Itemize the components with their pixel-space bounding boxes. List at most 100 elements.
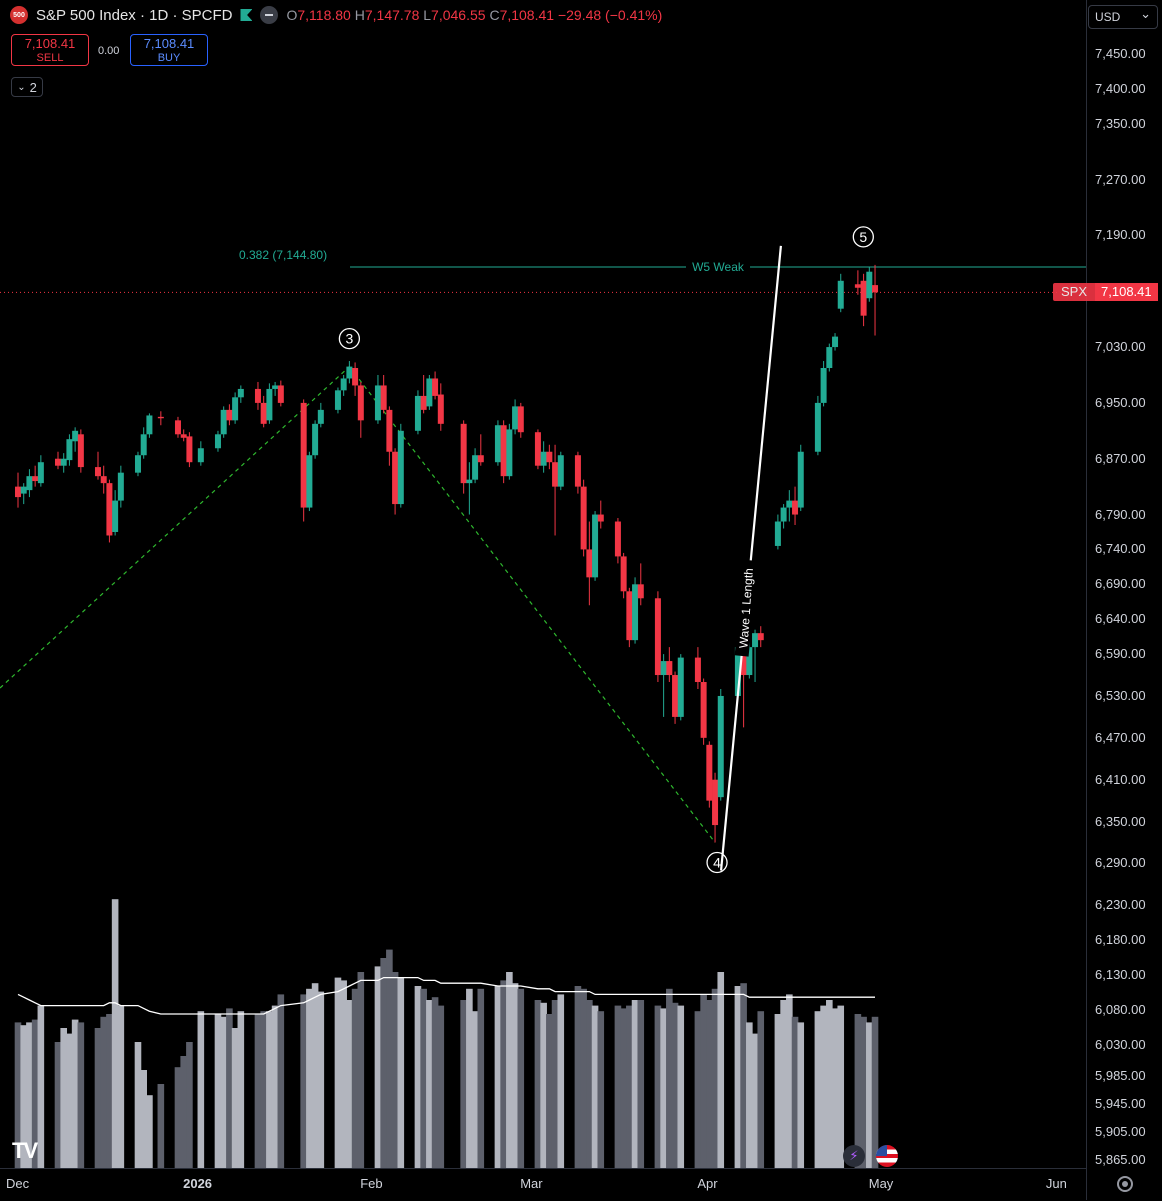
currency-select[interactable]: USD bbox=[1088, 5, 1158, 29]
collapse-indicators-button[interactable]: ⌄ 2 bbox=[11, 77, 43, 97]
candle[interactable] bbox=[357, 381, 364, 438]
candle[interactable] bbox=[414, 390, 421, 435]
candle[interactable] bbox=[77, 429, 84, 473]
candle[interactable] bbox=[694, 647, 701, 689]
candle[interactable] bbox=[15, 472, 21, 508]
candle[interactable] bbox=[592, 511, 599, 581]
candle[interactable] bbox=[580, 479, 587, 557]
candle[interactable] bbox=[266, 383, 273, 424]
candle[interactable] bbox=[180, 429, 187, 442]
candle[interactable] bbox=[786, 490, 793, 522]
candle[interactable] bbox=[472, 448, 479, 484]
candle[interactable] bbox=[426, 374, 433, 410]
candle[interactable] bbox=[237, 385, 244, 403]
candle[interactable] bbox=[632, 577, 639, 644]
candle[interactable] bbox=[317, 402, 324, 428]
candle[interactable] bbox=[614, 518, 621, 564]
symbol-title[interactable]: S&P 500 Index · 1D · SPCFD bbox=[36, 6, 233, 24]
candle[interactable] bbox=[814, 395, 821, 456]
candle[interactable] bbox=[352, 362, 359, 396]
candle[interactable] bbox=[706, 741, 713, 808]
candle[interactable] bbox=[666, 647, 673, 683]
candle[interactable] bbox=[586, 521, 593, 606]
candle[interactable] bbox=[392, 448, 399, 515]
candle[interactable] bbox=[757, 626, 764, 648]
candle[interactable] bbox=[792, 486, 799, 526]
price-scale[interactable] bbox=[1086, 0, 1162, 1200]
candle[interactable] bbox=[460, 420, 467, 494]
candle[interactable] bbox=[157, 411, 164, 426]
us-flag-icon[interactable] bbox=[876, 1145, 898, 1167]
candle[interactable] bbox=[26, 469, 33, 498]
candle[interactable] bbox=[860, 273, 867, 327]
candle[interactable] bbox=[54, 451, 61, 470]
candle[interactable] bbox=[37, 455, 44, 487]
sell-button[interactable]: 7,108.41 SELL bbox=[11, 34, 89, 66]
tradingview-logo[interactable]: TV bbox=[12, 1138, 38, 1163]
candle[interactable] bbox=[437, 383, 444, 431]
candle[interactable] bbox=[620, 552, 627, 599]
candle[interactable] bbox=[866, 266, 873, 302]
candle[interactable] bbox=[420, 374, 427, 414]
candle[interactable] bbox=[312, 420, 319, 459]
candle[interactable] bbox=[872, 264, 879, 336]
candle[interactable] bbox=[820, 361, 827, 407]
market-status-icon[interactable] bbox=[260, 6, 279, 24]
candle[interactable] bbox=[712, 772, 719, 843]
candle[interactable] bbox=[20, 483, 27, 505]
candle[interactable] bbox=[72, 427, 79, 452]
candle[interactable] bbox=[272, 381, 279, 396]
candle[interactable] bbox=[546, 444, 553, 470]
candle[interactable] bbox=[346, 361, 353, 384]
candle[interactable] bbox=[854, 270, 861, 295]
candle[interactable] bbox=[374, 374, 381, 424]
candle[interactable] bbox=[197, 441, 204, 466]
candle[interactable] bbox=[232, 392, 239, 424]
candle[interactable] bbox=[512, 399, 519, 435]
buy-button[interactable]: 7,108.41 BUY bbox=[130, 34, 208, 66]
candle[interactable] bbox=[32, 465, 39, 487]
candle[interactable] bbox=[214, 430, 221, 452]
candle[interactable] bbox=[146, 413, 153, 438]
wave1-length-line[interactable] bbox=[719, 245, 782, 871]
candle[interactable] bbox=[540, 441, 547, 473]
candle[interactable] bbox=[517, 402, 524, 438]
candle[interactable] bbox=[477, 434, 484, 466]
candle[interactable] bbox=[752, 629, 759, 683]
wave-label-3[interactable]: 3 bbox=[338, 327, 361, 350]
candle[interactable] bbox=[637, 563, 644, 606]
candle[interactable] bbox=[534, 429, 541, 470]
candle[interactable] bbox=[300, 399, 307, 522]
candle[interactable] bbox=[717, 688, 724, 801]
candle[interactable] bbox=[117, 465, 124, 508]
bolt-icon[interactable]: ⚡ bbox=[843, 1145, 865, 1167]
candlestick-chart[interactable]: 0.382 (7,144.80) W5 Weak Wave 1 Length 3… bbox=[0, 0, 1086, 1168]
candle[interactable] bbox=[574, 451, 581, 494]
candle[interactable] bbox=[226, 404, 233, 426]
candle[interactable] bbox=[654, 591, 661, 683]
candle[interactable] bbox=[60, 453, 67, 473]
candle[interactable] bbox=[254, 381, 261, 410]
candle[interactable] bbox=[466, 462, 473, 515]
candle[interactable] bbox=[334, 387, 341, 414]
chart-pane[interactable]: 0.382 (7,144.80) W5 Weak Wave 1 Length 3… bbox=[0, 0, 1086, 1168]
candle[interactable] bbox=[660, 654, 667, 717]
candle[interactable] bbox=[100, 465, 107, 494]
candle[interactable] bbox=[494, 420, 501, 466]
wave-label-5[interactable]: 5 bbox=[852, 226, 874, 248]
candle[interactable] bbox=[700, 678, 707, 745]
candle[interactable] bbox=[112, 490, 119, 536]
candle[interactable] bbox=[140, 427, 147, 459]
candle[interactable] bbox=[260, 395, 267, 428]
candle[interactable] bbox=[386, 406, 393, 466]
candle[interactable] bbox=[134, 451, 141, 477]
candle[interactable] bbox=[626, 587, 633, 648]
candle[interactable] bbox=[597, 500, 604, 529]
flag-icon[interactable] bbox=[240, 9, 253, 21]
candle[interactable] bbox=[774, 514, 781, 550]
candle[interactable] bbox=[277, 380, 284, 407]
candle[interactable] bbox=[397, 423, 404, 508]
candle[interactable] bbox=[832, 333, 839, 351]
candle[interactable] bbox=[380, 374, 387, 414]
candle[interactable] bbox=[94, 451, 101, 480]
